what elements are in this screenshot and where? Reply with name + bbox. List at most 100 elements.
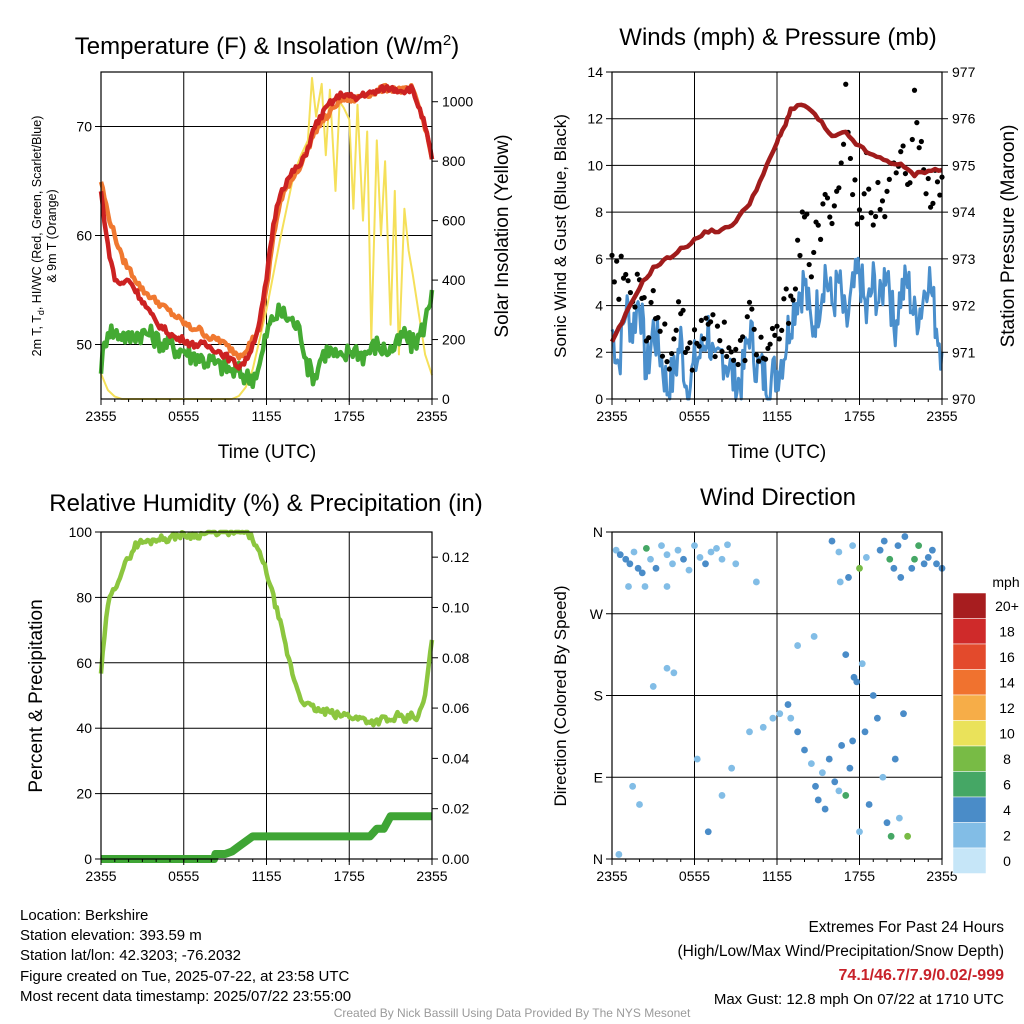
gust-point xyxy=(680,307,686,313)
gust-point xyxy=(902,170,909,177)
y-tick-label-right: 974 xyxy=(952,204,976,220)
legend-swatch xyxy=(952,643,987,670)
gust-point xyxy=(879,198,886,204)
y-tick-label-right: 600 xyxy=(442,213,466,229)
gust-point xyxy=(850,191,856,198)
gust-point xyxy=(824,195,831,201)
gust-point xyxy=(701,336,707,342)
direction-point xyxy=(845,574,852,581)
direction-point xyxy=(880,537,888,545)
gust-point xyxy=(740,334,746,340)
direction-point xyxy=(825,755,833,763)
legend-swatch xyxy=(952,669,987,696)
direction-point xyxy=(933,560,940,568)
direction-point xyxy=(904,832,912,840)
y-tick-label-right: 0.10 xyxy=(442,599,469,615)
gust-point xyxy=(783,286,789,292)
gust-point xyxy=(611,279,617,285)
station-info: Location: Berkshire Station elevation: 3… xyxy=(20,906,351,1007)
gust-point xyxy=(790,297,796,303)
y-tick-label-left: N xyxy=(593,851,603,867)
gust-point xyxy=(831,203,837,209)
gust-point xyxy=(829,220,835,227)
y-tick-label-left: 50 xyxy=(76,337,92,353)
gust-point xyxy=(675,299,682,305)
direction-point xyxy=(652,564,660,572)
y-tick-label-left: E xyxy=(594,769,603,785)
direction-point xyxy=(836,578,844,586)
gust-point xyxy=(689,367,695,373)
gust-point xyxy=(703,315,709,321)
direction-point xyxy=(669,560,676,568)
figure-canvas: Temperature (F) & Insolation (W/m2) 2355… xyxy=(26,24,1020,884)
y-tick-label-left: 60 xyxy=(76,228,92,244)
direction-point xyxy=(858,660,866,668)
direction-point xyxy=(626,560,634,568)
gust-point xyxy=(671,336,677,342)
y-tick-label-right: 0.00 xyxy=(442,851,469,867)
direction-point xyxy=(810,633,818,640)
direction-point xyxy=(894,542,902,550)
direction-point xyxy=(842,651,850,659)
x-tick-label: 2355 xyxy=(85,408,116,424)
gust-point xyxy=(634,271,640,277)
y-tick-label-left: 6 xyxy=(595,251,603,267)
direction-point xyxy=(691,542,698,550)
temperature-ylabel-right: Solar Insolation (Yellow) xyxy=(492,134,513,337)
direction-point xyxy=(831,778,839,786)
gust-point xyxy=(698,317,704,324)
gust-point xyxy=(852,177,858,183)
gust-point xyxy=(820,201,826,207)
direction-point xyxy=(634,564,642,572)
direction-point xyxy=(680,555,687,563)
gust-point xyxy=(930,200,936,206)
direction-point xyxy=(647,555,654,563)
gust-point xyxy=(898,149,904,155)
gust-point xyxy=(907,180,913,186)
gust-point xyxy=(785,320,792,326)
gust-point xyxy=(937,192,943,198)
gust-point xyxy=(872,213,879,220)
temperature-ylabel-left-line2: & 9m T (Orange) xyxy=(45,189,59,282)
gust-point xyxy=(916,145,922,151)
y-tick-label-left: 20 xyxy=(76,786,92,802)
gust-point xyxy=(911,87,918,93)
direction-point xyxy=(612,546,620,554)
y-tick-label-right: 0 xyxy=(442,391,450,407)
gust-point xyxy=(614,258,620,264)
direction-point xyxy=(638,569,646,577)
gust-point xyxy=(625,278,631,284)
gust-point xyxy=(632,304,638,310)
gust-point xyxy=(616,296,622,302)
y-tick-label-left: S xyxy=(594,688,603,704)
y-tick-label-right: 977 xyxy=(952,64,976,80)
series-sonic-wind xyxy=(610,256,944,401)
gust-point xyxy=(669,350,675,357)
gust-point xyxy=(712,353,718,360)
y-tick-label-left: N xyxy=(593,524,603,540)
gust-point xyxy=(827,214,833,220)
y-tick-label-right: 975 xyxy=(952,157,976,173)
gust-point xyxy=(730,357,737,363)
direction-point xyxy=(897,574,905,581)
direction-point xyxy=(842,792,850,799)
direction-point xyxy=(900,710,907,718)
gust-point xyxy=(925,175,931,182)
x-tick-label: 1155 xyxy=(762,868,792,884)
gust-point xyxy=(843,81,849,87)
x-tick-label: 1155 xyxy=(251,868,281,884)
gust-point xyxy=(696,343,702,349)
gust-point xyxy=(710,312,716,318)
direction-point xyxy=(915,542,923,550)
x-tick-label: 0555 xyxy=(679,868,710,884)
y-tick-label-left: 100 xyxy=(69,524,93,540)
direction-point xyxy=(636,801,643,808)
legend-swatch xyxy=(952,771,987,798)
legend-label: 6 xyxy=(1003,776,1011,792)
gust-point xyxy=(884,188,890,194)
direction-point xyxy=(887,832,895,840)
humidity-title: Relative Humidity (%) & Precipitation (i… xyxy=(49,490,482,517)
gust-point xyxy=(875,179,881,186)
direction-point xyxy=(630,548,638,556)
gust-point xyxy=(746,299,753,305)
